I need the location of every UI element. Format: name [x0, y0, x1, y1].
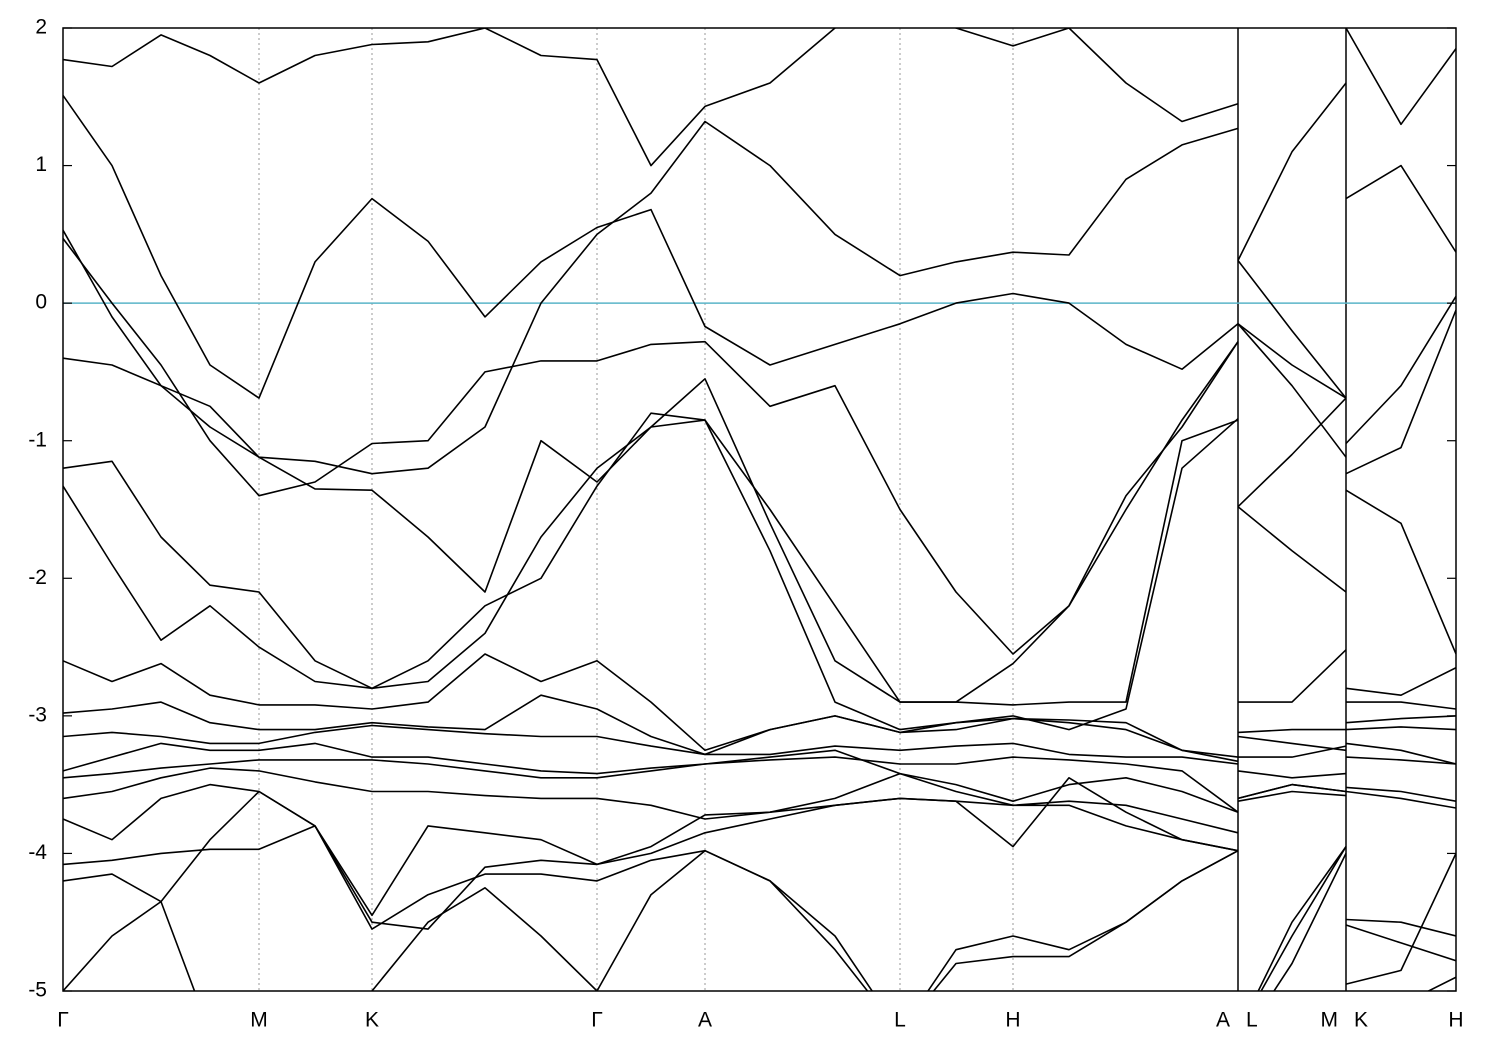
band: [63, 742, 1456, 813]
x-tick-label: M: [250, 1009, 268, 1032]
band: [63, 694, 1456, 763]
band: [63, 120, 1456, 475]
x-tick-label: H: [1448, 1009, 1463, 1032]
band: [63, 412, 1456, 731]
y-tick-label: -4: [28, 841, 47, 864]
plot-frame: [62, 27, 1457, 992]
y-tick-label: -5: [28, 979, 47, 1002]
band: [63, 357, 1456, 706]
band: [63, 783, 1456, 962]
band: [63, 749, 1456, 813]
x-tick-label: A: [698, 1009, 712, 1032]
band: [63, 767, 1456, 834]
y-tick-label: 0: [35, 291, 47, 314]
band: [63, 724, 1456, 765]
band: [63, 94, 1456, 399]
x-tick-label: A: [1216, 1009, 1230, 1032]
x-tick-label: L: [1246, 1009, 1258, 1032]
x-tick-label: M: [1321, 1009, 1339, 1032]
labels: 210-1-2-3-4-5Γ M K Γ A L H A L M K H: [28, 16, 1463, 1032]
grid: [62, 28, 1457, 991]
bands: [63, 28, 1456, 991]
x-tick-label: L: [894, 1009, 906, 1032]
y-tick-label: 1: [35, 153, 47, 176]
y-tick-label: 2: [35, 16, 47, 39]
band: [63, 653, 1456, 758]
band: [63, 849, 1456, 991]
y-tick-label: -1: [28, 428, 47, 451]
x-tick-label: K: [365, 1009, 379, 1032]
x-tick-label: Γ: [57, 1009, 69, 1032]
y-tick-label: -2: [28, 566, 47, 589]
y-tick-label: -3: [28, 703, 47, 726]
band: [63, 341, 1456, 703]
band: [63, 790, 1456, 991]
x-tick-label: H: [1005, 1009, 1020, 1032]
x-tick-label: K: [1354, 1009, 1368, 1032]
band: [63, 28, 1456, 261]
band: [63, 777, 1456, 991]
x-tick-label: Γ: [591, 1009, 603, 1032]
band: [63, 238, 1456, 655]
